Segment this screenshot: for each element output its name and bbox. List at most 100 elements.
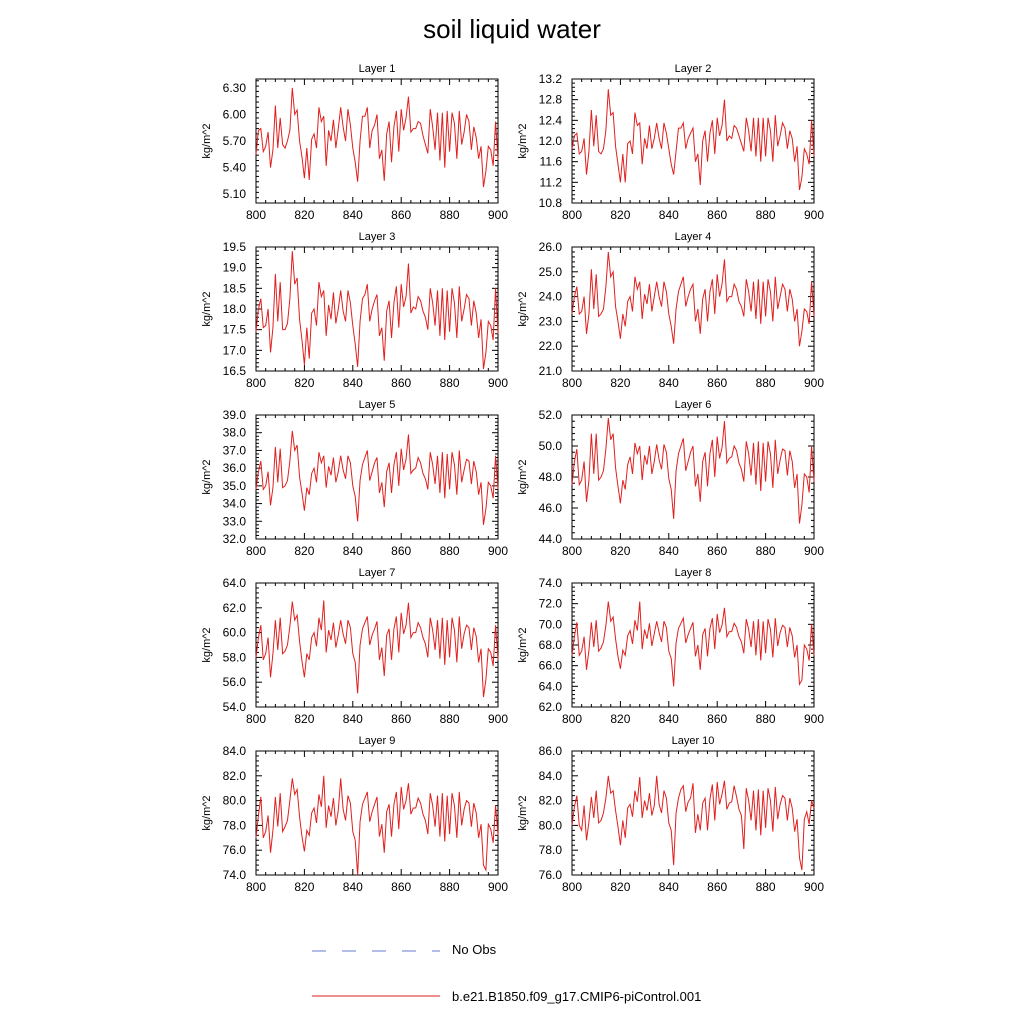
y-tick-label: 23.0 <box>539 314 563 328</box>
x-tick-label: 800 <box>246 376 266 390</box>
y-tick-label: 21.0 <box>539 364 563 378</box>
y-tick-label: 17.0 <box>223 343 247 357</box>
y-tick-label: 22.0 <box>539 339 563 353</box>
x-tick-label: 860 <box>707 544 727 558</box>
x-tick-label: 900 <box>488 208 508 222</box>
plot-frame <box>255 78 499 204</box>
series-line <box>255 600 499 698</box>
plot-frame <box>255 414 499 540</box>
x-tick-label: 900 <box>804 376 824 390</box>
panel-title: Layer 3 <box>359 231 396 243</box>
y-tick-label: 26.0 <box>539 240 563 254</box>
legend-label-model: b.e21.B1850.f09_g17.CMIP6-piControl.001 <box>452 989 702 1004</box>
y-tick-label: 82.0 <box>539 794 563 808</box>
y-tick-label: 84.0 <box>539 769 563 783</box>
plot-frame <box>571 750 815 876</box>
chart-title: soil liquid water <box>423 14 601 44</box>
plot-frame <box>255 246 499 372</box>
x-tick-label: 800 <box>562 544 582 558</box>
series-line <box>571 418 815 524</box>
y-tick-label: 56.0 <box>223 675 247 689</box>
y-axis-label: kg/m^2 <box>201 627 213 662</box>
x-tick-label: 820 <box>610 712 630 726</box>
y-tick-label: 18.0 <box>223 302 247 316</box>
x-tick-label: 800 <box>246 208 266 222</box>
panel-layer-10: Layer 10 800 820 840 860 880 900 76.0 78.0 80.0 82… <box>517 735 824 894</box>
y-tick-label: 5.70 <box>223 134 247 148</box>
series-line <box>571 601 815 687</box>
x-tick-label: 900 <box>804 544 824 558</box>
y-tick-label: 36.0 <box>223 461 247 475</box>
y-tick-label: 11.6 <box>540 155 563 169</box>
y-tick-label: 12.4 <box>539 113 563 127</box>
series-line <box>571 775 815 871</box>
x-tick-label: 840 <box>659 544 679 558</box>
y-tick-label: 38.0 <box>223 426 247 440</box>
y-tick-label: 17.5 <box>223 323 247 337</box>
x-tick-label: 900 <box>804 208 824 222</box>
y-tick-label: 78.0 <box>539 843 563 857</box>
legend-swatch-dashed <box>312 950 440 952</box>
x-tick-label: 860 <box>391 712 411 726</box>
y-tick-label: 6.30 <box>223 81 247 95</box>
y-tick-label: 76.0 <box>223 843 247 857</box>
panel-title: Layer 8 <box>675 567 712 579</box>
x-tick-label: 860 <box>707 208 727 222</box>
x-tick-label: 880 <box>440 712 460 726</box>
panel-title: Layer 1 <box>359 63 396 75</box>
x-tick-label: 880 <box>756 544 776 558</box>
x-tick-label: 840 <box>343 880 363 894</box>
x-tick-label: 840 <box>659 208 679 222</box>
y-tick-label: 86.0 <box>539 744 563 758</box>
y-axis-label: kg/m^2 <box>517 627 529 662</box>
y-axis-label: kg/m^2 <box>517 123 529 158</box>
y-tick-label: 52.0 <box>539 408 563 422</box>
panel-title: Layer 2 <box>675 63 712 75</box>
x-tick-label: 840 <box>343 376 363 390</box>
y-tick-label: 66.0 <box>539 659 563 673</box>
x-tick-label: 880 <box>440 544 460 558</box>
panel-layer-9: Layer 9 800 820 840 860 880 900 74.0 76.0 78.0 80.… <box>201 735 508 894</box>
y-tick-label: 46.0 <box>539 501 563 515</box>
panel-title: Layer 7 <box>359 567 396 579</box>
x-tick-label: 820 <box>294 880 314 894</box>
y-tick-label: 50.0 <box>539 439 563 453</box>
y-tick-label: 33.0 <box>223 514 247 528</box>
y-tick-label: 12.0 <box>539 134 563 148</box>
y-tick-label: 18.5 <box>223 281 247 295</box>
x-tick-label: 900 <box>488 376 508 390</box>
y-tick-label: 39.0 <box>223 408 247 422</box>
x-tick-label: 800 <box>562 208 582 222</box>
y-tick-label: 48.0 <box>539 470 563 484</box>
y-tick-label: 5.10 <box>223 187 247 201</box>
y-tick-label: 76.0 <box>539 868 563 882</box>
x-tick-label: 900 <box>488 712 508 726</box>
y-tick-label: 64.0 <box>539 679 563 693</box>
y-tick-label: 72.0 <box>539 597 563 611</box>
x-tick-label: 860 <box>391 544 411 558</box>
x-tick-label: 840 <box>343 712 363 726</box>
series-line <box>255 430 499 525</box>
y-axis-label: kg/m^2 <box>517 291 529 326</box>
x-tick-label: 820 <box>610 880 630 894</box>
x-tick-label: 880 <box>440 376 460 390</box>
x-tick-label: 800 <box>562 880 582 894</box>
y-axis-label: kg/m^2 <box>517 795 529 830</box>
panel-title: Layer 4 <box>675 231 712 243</box>
panel-layer-2: Layer 2 800 820 840 860 880 900 10.8 11.2 11.6 12.… <box>517 63 824 222</box>
panel-title: Layer 6 <box>675 399 712 411</box>
x-tick-label: 860 <box>707 712 727 726</box>
x-tick-label: 820 <box>294 208 314 222</box>
x-tick-label: 880 <box>756 208 776 222</box>
x-tick-label: 820 <box>610 376 630 390</box>
series-line <box>571 89 815 191</box>
y-tick-label: 60.0 <box>223 626 247 640</box>
x-tick-label: 860 <box>707 376 727 390</box>
plot-frame <box>255 750 499 876</box>
x-tick-label: 820 <box>294 712 314 726</box>
plot-frame <box>255 582 499 708</box>
y-tick-label: 12.8 <box>539 93 563 107</box>
y-tick-label: 19.5 <box>223 240 247 254</box>
x-tick-label: 800 <box>562 712 582 726</box>
